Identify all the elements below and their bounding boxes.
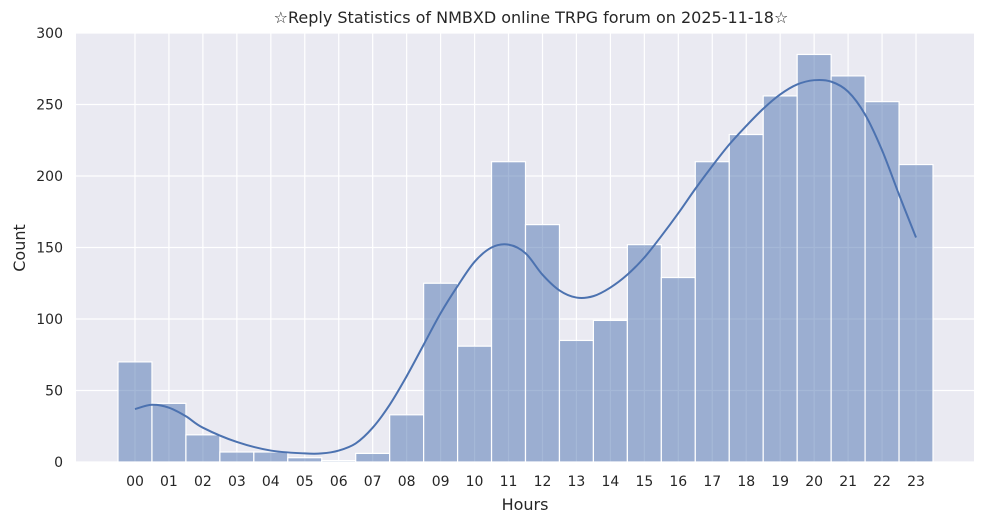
x-tick-label-21: 21 [839, 474, 857, 490]
bar-hour-07 [355, 452, 391, 463]
bar-hour-05 [287, 457, 323, 463]
chart-title: ☆Reply Statistics of NMBXD online TRPG f… [274, 8, 789, 27]
y-tick-label-5: 250 [36, 98, 63, 114]
y-axis-label: Count [10, 224, 29, 272]
bar-hour-22 [864, 101, 900, 463]
kde-curve-layer [134, 78, 917, 455]
bar-hour-14 [592, 319, 628, 463]
bar-hour-12 [524, 224, 561, 463]
y-tick-label-2: 100 [36, 312, 63, 328]
bar-hour-01 [151, 402, 187, 463]
x-tick-label-18: 18 [737, 474, 755, 490]
x-tick-label-01: 01 [160, 474, 178, 490]
bar-hour-09 [423, 282, 459, 463]
bar-hour-13 [558, 339, 595, 463]
bar-hour-00 [117, 361, 153, 463]
bar-hour-16 [660, 276, 696, 463]
bar-hour-02 [185, 434, 221, 463]
x-tick-label-10: 10 [466, 474, 484, 490]
x-tick-label-13: 13 [568, 474, 586, 490]
x-tick-label-20: 20 [805, 474, 823, 490]
bar-hour-11 [490, 161, 527, 463]
x-tick-label-11: 11 [500, 474, 518, 490]
x-tick-label-06: 06 [330, 474, 348, 490]
bar-hour-04 [253, 451, 289, 463]
bar-hour-19 [762, 95, 798, 463]
x-tick-label-19: 19 [771, 474, 789, 490]
y-tick-label-3: 150 [36, 241, 63, 257]
bar-hour-17 [694, 161, 730, 463]
x-axis-label: Hours [502, 495, 549, 514]
x-tick-label-16: 16 [669, 474, 687, 490]
x-tick-label-17: 17 [703, 474, 721, 490]
x-tick-label-23: 23 [907, 474, 925, 490]
kde-line [134, 78, 917, 455]
x-tick-label-08: 08 [398, 474, 416, 490]
y-tick-label-6: 300 [36, 26, 63, 42]
y-tick-label-4: 200 [36, 169, 63, 185]
x-tick-label-00: 00 [126, 474, 144, 490]
bar-hour-20 [796, 53, 832, 463]
x-tick-label-22: 22 [873, 474, 891, 490]
bars [117, 53, 934, 463]
bar-hour-15 [626, 244, 662, 463]
bar-hour-21 [830, 75, 866, 463]
bar-hour-08 [389, 414, 425, 463]
x-tick-label-15: 15 [635, 474, 653, 490]
bar-hour-10 [456, 345, 493, 463]
y-ticks: 0 50 100 150 200 250 300 [36, 26, 63, 471]
bar-hour-23 [898, 163, 934, 463]
bar-hour-03 [219, 451, 255, 463]
x-ticks: 00 01 02 03 04 05 06 07 08 09 10 11 12 13 14 15 16 17 18 19… [126, 474, 925, 490]
x-tick-label-02: 02 [194, 474, 212, 490]
x-tick-label-14: 14 [601, 474, 619, 490]
y-tick-label-1: 50 [45, 384, 63, 400]
bar-hour-18 [728, 133, 764, 463]
y-tick-label-0: 0 [54, 455, 63, 471]
x-tick-label-05: 05 [296, 474, 314, 490]
x-tick-label-04: 04 [262, 474, 280, 490]
bar-hour-06 [321, 459, 357, 463]
x-tick-label-03: 03 [228, 474, 246, 490]
x-tick-label-07: 07 [364, 474, 382, 490]
x-tick-label-09: 09 [432, 474, 450, 490]
x-tick-label-12: 12 [534, 474, 552, 490]
